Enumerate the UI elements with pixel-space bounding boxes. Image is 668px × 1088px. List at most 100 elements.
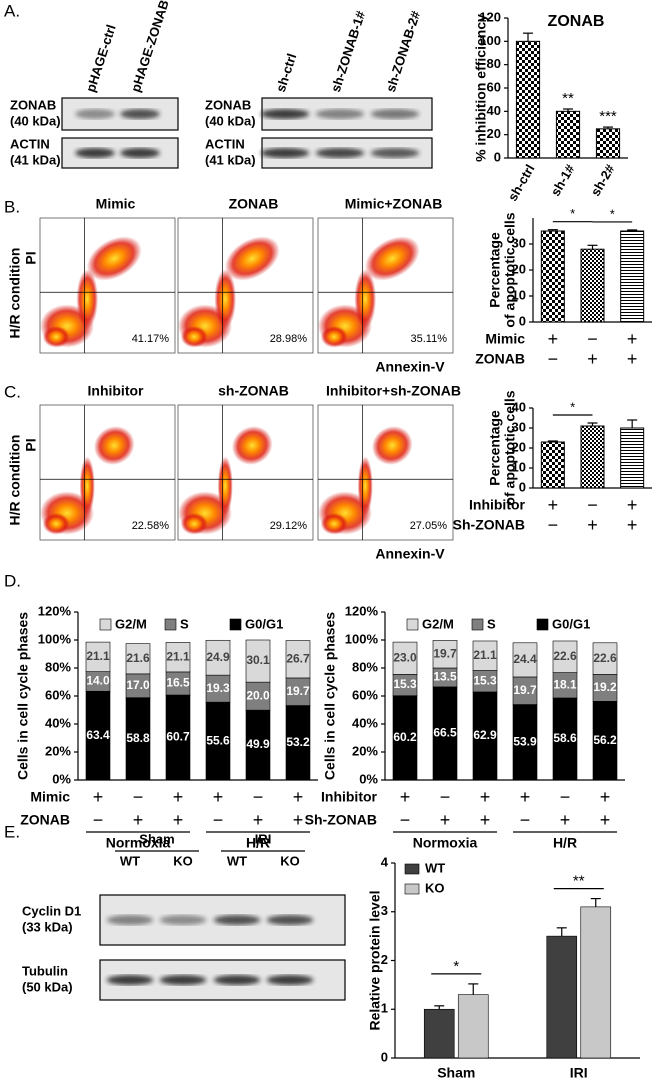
condition-sign: +: [173, 810, 184, 830]
bar: [620, 230, 645, 323]
x-tick-label: sh-2#: [588, 161, 618, 199]
y-tick-label: 30: [512, 419, 526, 434]
condition-sign: +: [560, 810, 571, 830]
lane-label: KO: [280, 853, 300, 868]
value-label: 62.9: [473, 728, 497, 742]
cell-cluster: [180, 326, 208, 348]
y-tick-label: 0: [519, 313, 526, 328]
value-label: 21.1: [473, 648, 497, 662]
bar-segment: [472, 691, 498, 781]
condition-label: Mimic: [30, 789, 70, 805]
cell-cluster: [231, 426, 273, 465]
panel-label: E.: [4, 822, 20, 841]
band: [370, 148, 420, 158]
legend-label: WT: [425, 860, 445, 875]
lane-label: pHAGE-ZONAB: [128, 0, 172, 94]
bar-segment: [125, 643, 151, 675]
y-tick-label: 10: [512, 287, 526, 302]
chart-title: ZONAB: [548, 13, 605, 30]
bar-segment: [512, 642, 538, 678]
y-tick-label: 30: [512, 235, 526, 250]
blot-row-label: (40 kDa): [10, 113, 61, 128]
cell-cluster: [320, 326, 348, 348]
value-label: 60.7: [166, 730, 190, 744]
y-tick-label: 20%: [45, 743, 71, 758]
condition-label: Mimic: [485, 331, 525, 347]
value-label: 16.5: [166, 676, 190, 690]
value-label: 19.7: [513, 683, 537, 697]
cell-cluster: [364, 236, 420, 281]
legend-label: G0/G1: [552, 616, 590, 631]
legend-label: G2/M: [422, 616, 454, 631]
value-label: 66.5: [433, 726, 457, 740]
condition-sign: +: [627, 349, 638, 369]
condition-sign: +: [587, 349, 598, 369]
cell-cluster: [217, 456, 233, 516]
bar-segment: [432, 686, 458, 781]
bar-segment: [552, 697, 578, 781]
quadrant-percent: 22.58%: [132, 520, 170, 532]
bar-segment: [205, 639, 231, 676]
bar-segment: [285, 677, 311, 706]
bar: [555, 110, 581, 159]
condition-sign: −: [587, 495, 598, 515]
condition-sign: +: [173, 787, 184, 807]
value-label: 53.9: [513, 734, 537, 748]
band: [106, 975, 154, 985]
value-label: 22.6: [593, 651, 617, 665]
y-tick-label: 1: [381, 1001, 388, 1016]
condition-sign: −: [440, 787, 451, 807]
bar-segment: [472, 640, 498, 671]
bar: [540, 441, 565, 489]
bar-segment: [125, 697, 151, 781]
y-tick-label: 80%: [45, 659, 71, 674]
panel-label: D.: [4, 571, 21, 590]
value-label: 24.9: [206, 650, 230, 664]
condition-sign: +: [548, 329, 559, 349]
bar-segment: [205, 701, 231, 781]
band: [75, 148, 115, 158]
blot-row-label: ACTIN: [10, 136, 50, 151]
significance: **: [573, 873, 585, 890]
condition-sign: −: [253, 787, 264, 807]
cell-cluster: [42, 326, 70, 348]
panel-label: B.: [4, 197, 20, 216]
condition-sign: +: [548, 495, 559, 515]
value-label: 49.9: [246, 737, 270, 751]
group-label: IRI: [255, 831, 272, 846]
band: [260, 148, 310, 158]
panel-label: C.: [4, 382, 21, 401]
condition-sign: −: [133, 787, 144, 807]
quadrant-percent: 27.05%: [410, 520, 448, 532]
value-label: 15.3: [473, 673, 497, 687]
value-label: 24.4: [513, 652, 537, 666]
y-tick-label: 80: [487, 56, 501, 71]
value-label: 19.2: [593, 680, 617, 694]
y-axis-label: Percentage: [487, 232, 503, 308]
condition-sign: +: [480, 787, 491, 807]
condition-sign: −: [587, 329, 598, 349]
lane-label: KO: [173, 853, 193, 868]
flow-title: sh-ZONAB: [218, 383, 289, 399]
band: [266, 915, 314, 925]
x-tick-label: sh-ctrl: [505, 162, 538, 204]
y-tick-label: 20: [487, 126, 501, 141]
bar-segment: [85, 641, 111, 672]
band: [260, 109, 310, 119]
flow-title: Inhibitor: [88, 383, 145, 399]
legend-swatch: [536, 618, 549, 631]
value-label: 19.3: [206, 681, 230, 695]
value-label: 19.7: [433, 646, 457, 660]
value-label: 20.0: [246, 688, 270, 702]
y-tick-label: 20: [512, 439, 526, 454]
bar: [580, 248, 605, 323]
lane-label: sh-ZONAB-2#: [383, 8, 424, 94]
bar: [540, 230, 565, 323]
y-axis-label: Relative protein level: [367, 890, 383, 1030]
bar: [595, 128, 621, 159]
condition-label: Inhibitor: [321, 789, 378, 805]
flow-title: Mimic: [96, 196, 136, 212]
y-tick-label: 2: [381, 952, 388, 967]
value-label: 19.7: [286, 684, 310, 698]
x-axis-label: Annexin-V: [375, 359, 445, 375]
